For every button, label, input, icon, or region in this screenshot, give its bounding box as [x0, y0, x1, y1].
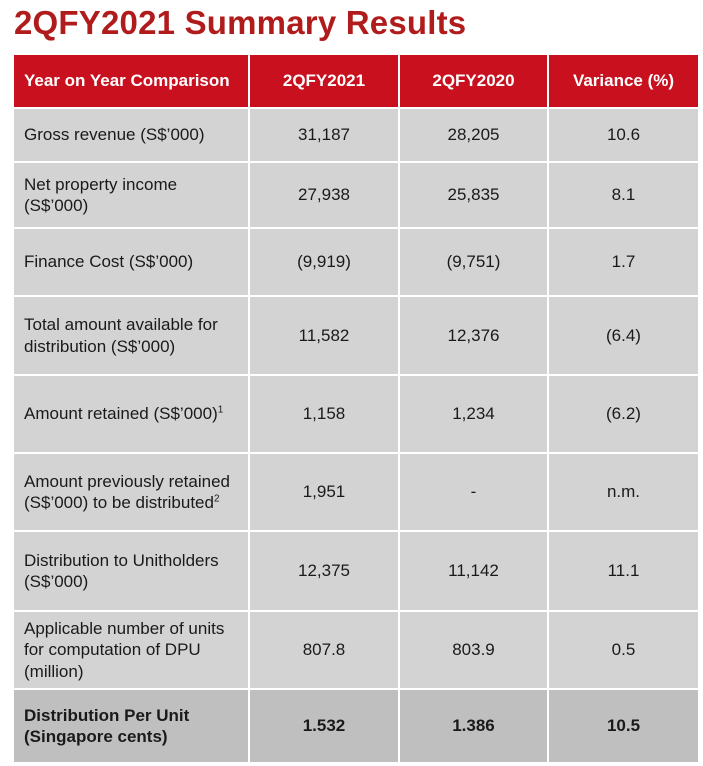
row-label: Amount retained (S$’000)1	[12, 374, 250, 454]
row-value-2qfy2020: -	[398, 452, 549, 532]
table-row-amount-retained: Amount retained (S$’000)1 1,158 1,234 (6…	[12, 374, 700, 454]
row-label: Distribution Per Unit (Singapore cents)	[12, 688, 250, 764]
row-value-2qfy2021: 1,951	[248, 452, 400, 532]
row-value-variance: n.m.	[547, 452, 700, 532]
table-header-row: Year on Year Comparison 2QFY2021 2QFY202…	[12, 53, 700, 109]
row-value-2qfy2020: 803.9	[398, 610, 549, 690]
table-row-total-available: Total amount available for distribution …	[12, 295, 700, 376]
row-value-variance: 10.5	[547, 688, 700, 764]
table-row-amount-previously-retained: Amount previously retained (S$’000) to b…	[12, 452, 700, 532]
row-value-2qfy2020: 11,142	[398, 530, 549, 612]
table-row-applicable-units: Applicable number of units for computati…	[12, 610, 700, 690]
row-value-2qfy2021: 27,938	[248, 161, 400, 229]
row-value-2qfy2020: 12,376	[398, 295, 549, 376]
row-label: Distribution to Unitholders (S$’000)	[12, 530, 250, 612]
row-label: Net property income (S$’000)	[12, 161, 250, 229]
table-row-finance-cost: Finance Cost (S$’000) (9,919) (9,751) 1.…	[12, 227, 700, 297]
row-label-text: Amount retained (S$’000)	[24, 404, 218, 424]
row-label: Applicable number of units for computati…	[12, 610, 250, 690]
row-value-2qfy2020: 1,234	[398, 374, 549, 454]
row-label: Amount previously retained (S$’000) to b…	[12, 452, 250, 532]
row-value-2qfy2021: 11,582	[248, 295, 400, 376]
row-value-2qfy2021: 1.532	[248, 688, 400, 764]
row-label: Total amount available for distribution …	[12, 295, 250, 376]
row-value-variance: (6.4)	[547, 295, 700, 376]
table-row-net-property-income: Net property income (S$’000) 27,938 25,8…	[12, 161, 700, 229]
row-label: Gross revenue (S$’000)	[12, 107, 250, 163]
row-value-variance: 0.5	[547, 610, 700, 690]
header-2qfy2021: 2QFY2021	[248, 53, 400, 109]
row-value-2qfy2020: 28,205	[398, 107, 549, 163]
header-comparison: Year on Year Comparison	[12, 53, 250, 109]
table-row-distribution-to-unitholders: Distribution to Unitholders (S$’000) 12,…	[12, 530, 700, 612]
row-value-2qfy2020: (9,751)	[398, 227, 549, 297]
row-label: Finance Cost (S$’000)	[12, 227, 250, 297]
row-value-2qfy2021: 12,375	[248, 530, 400, 612]
row-value-2qfy2021: 31,187	[248, 107, 400, 163]
row-value-variance: 11.1	[547, 530, 700, 612]
row-value-2qfy2021: 807.8	[248, 610, 400, 690]
footnote-marker: 1	[217, 404, 224, 416]
header-2qfy2020: 2QFY2020	[398, 53, 549, 109]
summary-results-table: Year on Year Comparison 2QFY2021 2QFY202…	[12, 53, 700, 764]
row-value-2qfy2020: 25,835	[398, 161, 549, 229]
footnote-marker: 2	[213, 493, 220, 505]
row-value-variance: (6.2)	[547, 374, 700, 454]
row-value-variance: 10.6	[547, 107, 700, 163]
row-value-2qfy2021: 1,158	[248, 374, 400, 454]
table-row-gross-revenue: Gross revenue (S$’000) 31,187 28,205 10.…	[12, 107, 700, 163]
header-variance: Variance (%)	[547, 53, 700, 109]
row-value-variance: 8.1	[547, 161, 700, 229]
row-value-2qfy2020: 1.386	[398, 688, 549, 764]
row-value-2qfy2021: (9,919)	[248, 227, 400, 297]
row-value-variance: 1.7	[547, 227, 700, 297]
page-title: 2QFY2021 Summary Results	[14, 4, 467, 41]
row-label-text: Amount previously retained (S$’000) to b…	[24, 471, 231, 512]
table-row-distribution-per-unit: Distribution Per Unit (Singapore cents) …	[12, 688, 700, 764]
